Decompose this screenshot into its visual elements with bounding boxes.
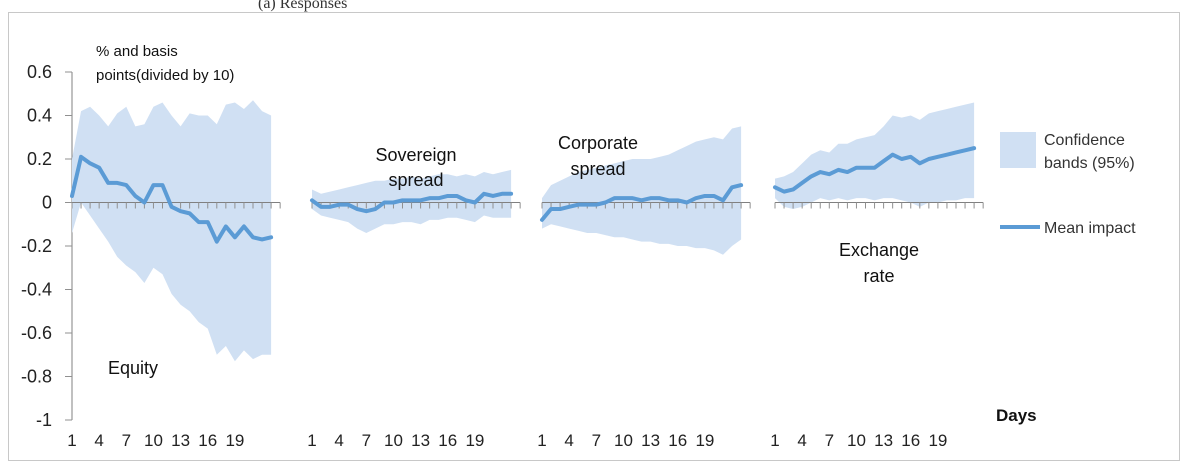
legend: Confidence bands (95%) Mean impact — [1000, 132, 1136, 237]
panel-label-corporate-line-1: Corporate — [558, 133, 638, 153]
x-tick-label: 16 — [198, 431, 217, 450]
chart-frame — [8, 12, 1180, 461]
x-tick-label: 1 — [307, 431, 316, 450]
x-tick-label: 10 — [144, 431, 163, 450]
x-tick-label: 4 — [334, 431, 343, 450]
legend-line-label: Mean impact — [1044, 220, 1136, 237]
x-tick-label: 19 — [695, 431, 714, 450]
panel-label-sovereign-line-1: Sovereign — [375, 145, 456, 165]
legend-band-label-line-2: bands (95%) — [1044, 155, 1135, 172]
x-tick-label: 19 — [928, 431, 947, 450]
mean-impact-line-3 — [540, 183, 744, 222]
x-tick-label: 10 — [847, 431, 866, 450]
x-tick-label: 19 — [225, 431, 244, 450]
legend-band-swatch — [1000, 132, 1036, 168]
panel-labels: Equity Sovereign spread Corporate spread… — [108, 133, 919, 378]
x-tick-label: 1 — [537, 431, 546, 450]
confidence-bands — [72, 100, 975, 362]
confidence-band-1 — [72, 100, 272, 362]
panel-label-exchange-line-2: rate — [863, 266, 894, 286]
panel-label-equity: Equity — [108, 358, 158, 378]
confidence-band-4 — [775, 102, 975, 210]
y-tick-label: 0.2 — [27, 149, 52, 169]
y-axis-title-line-1: % and basis — [96, 43, 178, 60]
y-tick-label: -0.4 — [21, 280, 52, 300]
x-tick-label: 4 — [564, 431, 573, 450]
x-tick-label: 16 — [668, 431, 687, 450]
x-tick-label: 13 — [641, 431, 660, 450]
panel-label-sovereign-line-2: spread — [388, 170, 443, 190]
x-tick-label: 7 — [592, 431, 601, 450]
x-tick-label: 4 — [797, 431, 806, 450]
x-tick-label: 1 — [67, 431, 76, 450]
y-tick-label: -0.8 — [21, 367, 52, 387]
x-tick-label: 10 — [384, 431, 403, 450]
y-tick-label: -0.6 — [21, 323, 52, 343]
x-tick-label: 4 — [94, 431, 103, 450]
mean-impact-lines — [70, 146, 977, 244]
y-axis: 0.6 0.4 0.2 0 -0.2 -0.4 -0.6 -0.8 -1 — [21, 62, 73, 430]
chart-caption: (a) Responses — [258, 0, 347, 12]
x-tick-label-group: 1 4 7 10 13 16 19 1 4 7 10 13 16 19 1 4 7 10 13 16 19 1 4 7 10 13… — [67, 431, 947, 450]
y-tick-label: 0 — [42, 193, 52, 213]
x-tick-label: 1 — [770, 431, 779, 450]
mean-impact-line-2 — [310, 191, 514, 214]
y-tick-label: 0.4 — [27, 106, 52, 126]
panel-label-corporate-line-2: spread — [570, 159, 625, 179]
y-tick-label: -1 — [36, 410, 52, 430]
confidence-band-3 — [542, 126, 742, 255]
y-tick-label: -0.2 — [21, 236, 52, 256]
x-tick-label: 7 — [825, 431, 834, 450]
y-axis-title-line-2: points(divided by 10) — [96, 67, 234, 84]
panel-label-exchange-line-1: Exchange — [839, 240, 919, 260]
legend-band-label-line-1: Confidence — [1044, 132, 1125, 149]
x-tick-label: 13 — [171, 431, 190, 450]
x-tick-label: 19 — [465, 431, 484, 450]
x-tick-label: 13 — [874, 431, 893, 450]
x-tick-label: 7 — [362, 431, 371, 450]
x-tick-label: 7 — [122, 431, 131, 450]
y-tick-group: 0.6 0.4 0.2 0 -0.2 -0.4 -0.6 -0.8 -1 — [21, 62, 72, 430]
x-axis-title: Days — [996, 406, 1037, 425]
x-tick-label: 13 — [411, 431, 430, 450]
mean-impact-line-4 — [773, 146, 977, 194]
x-tick-label: 16 — [901, 431, 920, 450]
mean-impact-line-1 — [70, 154, 274, 244]
x-tick-label: 16 — [438, 431, 457, 450]
y-tick-label: 0.6 — [27, 62, 52, 82]
x-tick-label: 10 — [614, 431, 633, 450]
